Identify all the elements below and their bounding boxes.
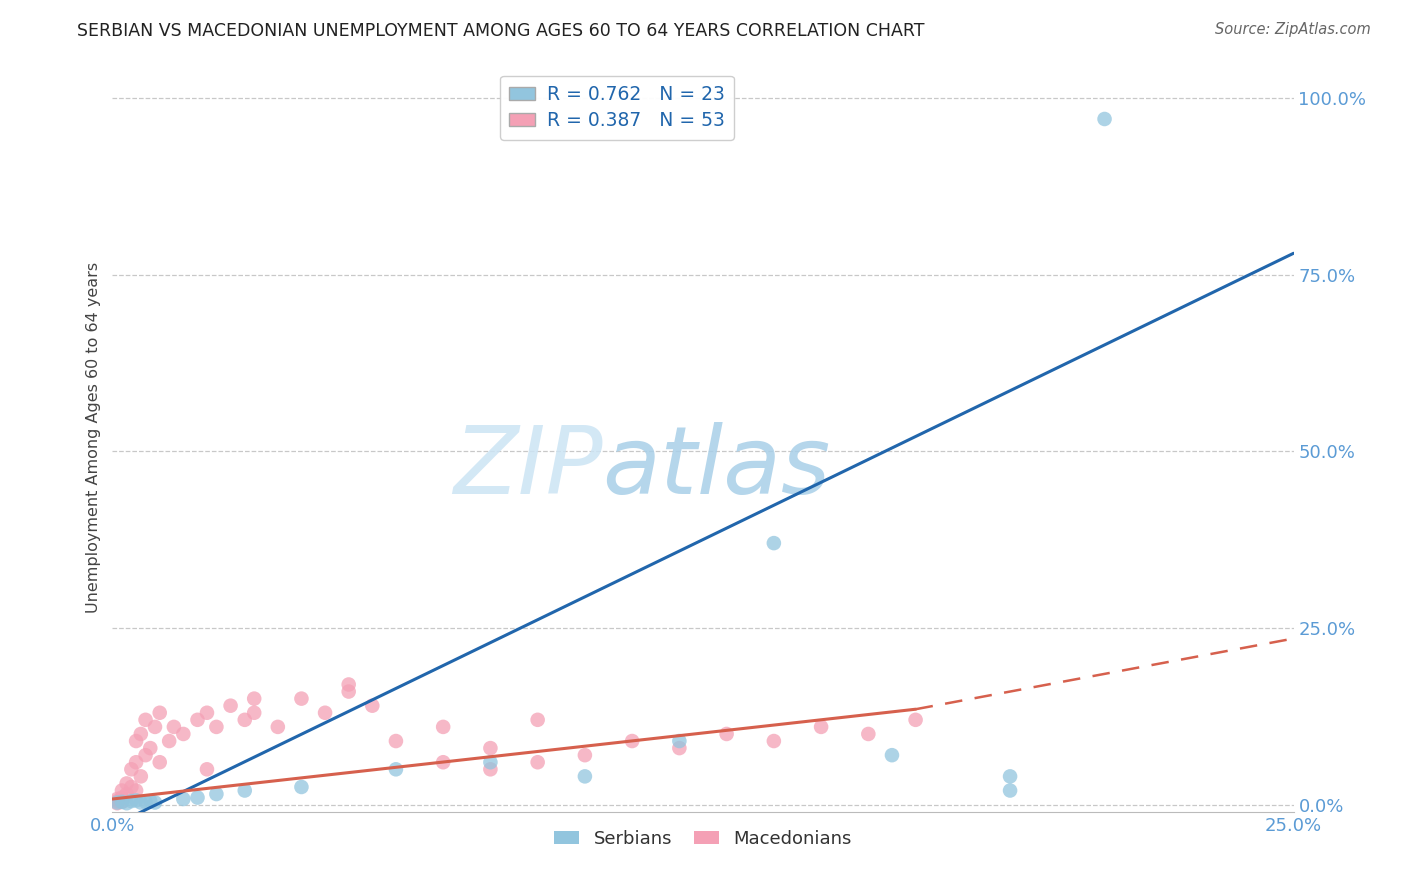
- Point: [290, 691, 312, 706]
- Point: [105, 792, 128, 806]
- Point: [385, 734, 408, 748]
- Point: [115, 787, 138, 801]
- Point: [143, 796, 166, 810]
- Point: [810, 720, 832, 734]
- Point: [998, 769, 1021, 783]
- Point: [135, 713, 157, 727]
- Point: [233, 713, 256, 727]
- Point: [129, 796, 152, 810]
- Point: [195, 762, 218, 776]
- Point: [574, 748, 596, 763]
- Text: atlas: atlas: [603, 422, 831, 513]
- Point: [668, 734, 690, 748]
- Point: [337, 684, 360, 698]
- Point: [479, 762, 502, 776]
- Point: [163, 720, 186, 734]
- Text: ZIP: ZIP: [453, 422, 603, 513]
- Point: [149, 706, 172, 720]
- Point: [479, 756, 502, 770]
- Point: [111, 795, 134, 809]
- Point: [195, 706, 218, 720]
- Point: [115, 776, 138, 790]
- Point: [139, 794, 162, 808]
- Point: [526, 713, 548, 727]
- Point: [762, 734, 785, 748]
- Point: [858, 727, 880, 741]
- Legend: Serbians, Macedonians: Serbians, Macedonians: [547, 822, 859, 855]
- Point: [1094, 112, 1116, 126]
- Point: [998, 783, 1021, 797]
- Point: [621, 734, 644, 748]
- Point: [129, 727, 152, 741]
- Point: [762, 536, 785, 550]
- Text: SERBIAN VS MACEDONIAN UNEMPLOYMENT AMONG AGES 60 TO 64 YEARS CORRELATION CHART: SERBIAN VS MACEDONIAN UNEMPLOYMENT AMONG…: [77, 22, 925, 40]
- Point: [105, 794, 128, 808]
- Point: [143, 720, 166, 734]
- Point: [105, 796, 128, 810]
- Point: [337, 677, 360, 691]
- Point: [105, 796, 128, 810]
- Point: [267, 720, 290, 734]
- Point: [125, 793, 148, 807]
- Point: [716, 727, 738, 741]
- Point: [479, 741, 502, 756]
- Point: [205, 787, 228, 801]
- Point: [432, 756, 454, 770]
- Point: [111, 790, 134, 805]
- Point: [129, 769, 152, 783]
- Point: [135, 795, 157, 809]
- Point: [135, 748, 157, 763]
- Point: [125, 783, 148, 797]
- Point: [233, 783, 256, 797]
- Point: [139, 741, 162, 756]
- Point: [574, 769, 596, 783]
- Point: [125, 734, 148, 748]
- Point: [880, 748, 903, 763]
- Point: [111, 795, 134, 809]
- Point: [111, 783, 134, 797]
- Point: [172, 727, 194, 741]
- Text: Source: ZipAtlas.com: Source: ZipAtlas.com: [1215, 22, 1371, 37]
- Point: [432, 720, 454, 734]
- Point: [115, 796, 138, 810]
- Point: [243, 691, 266, 706]
- Point: [125, 756, 148, 770]
- Point: [314, 706, 336, 720]
- Point: [186, 790, 208, 805]
- Point: [904, 713, 927, 727]
- Point: [157, 734, 180, 748]
- Point: [290, 780, 312, 794]
- Point: [172, 792, 194, 806]
- Point: [120, 762, 142, 776]
- Point: [205, 720, 228, 734]
- Point: [668, 741, 690, 756]
- Y-axis label: Unemployment Among Ages 60 to 64 years: Unemployment Among Ages 60 to 64 years: [86, 261, 101, 613]
- Point: [361, 698, 384, 713]
- Point: [219, 698, 242, 713]
- Point: [120, 794, 142, 808]
- Point: [526, 756, 548, 770]
- Point: [186, 713, 208, 727]
- Point: [385, 762, 408, 776]
- Point: [120, 780, 142, 794]
- Point: [243, 706, 266, 720]
- Point: [149, 756, 172, 770]
